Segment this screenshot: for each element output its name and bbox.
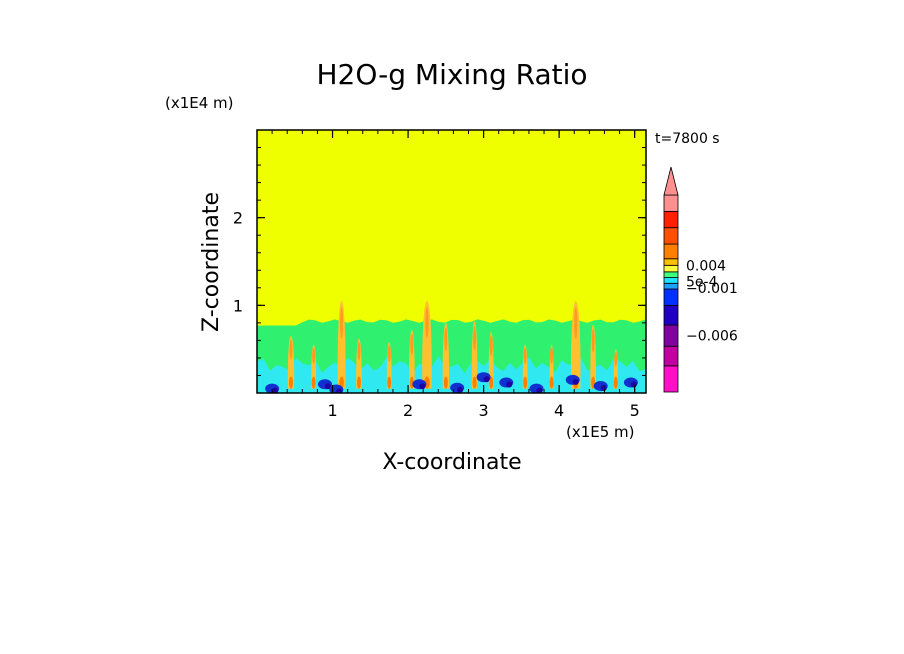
colorbar-label: −0.001 bbox=[686, 281, 738, 297]
plume-base-8 bbox=[472, 376, 477, 389]
dry-spot-core-6 bbox=[506, 381, 513, 388]
dry-spot-core-10 bbox=[630, 381, 637, 388]
x-tick-label: 5 bbox=[630, 401, 640, 420]
dry-spot-core-9 bbox=[600, 384, 607, 391]
colorbar-band-2 bbox=[663, 324, 679, 347]
colorbar-band-11 bbox=[663, 227, 679, 245]
plume-base-4 bbox=[387, 376, 392, 389]
plume-base-0 bbox=[288, 376, 293, 389]
dry-spot-core-7 bbox=[536, 387, 543, 393]
colorbar-label: −0.006 bbox=[686, 329, 738, 345]
plume-core-9 bbox=[489, 335, 493, 357]
dry-spot-core-8 bbox=[572, 378, 579, 385]
x-axis-label: X-coordinate bbox=[382, 450, 521, 475]
x-tick-label: 2 bbox=[403, 401, 413, 420]
plume-core-2 bbox=[340, 307, 344, 339]
plume-base-3 bbox=[356, 376, 361, 389]
plume-base-1 bbox=[311, 376, 316, 389]
x-axis: 1 2 3 4 5 bbox=[271, 130, 640, 420]
plume-base-10 bbox=[523, 376, 528, 389]
x-scale-label: (x1E5 m) bbox=[566, 423, 635, 441]
colorbar-extend-arrow bbox=[663, 166, 679, 196]
x-tick-label: 4 bbox=[554, 401, 564, 420]
colorbar-band-9 bbox=[663, 258, 679, 266]
plume-base-9 bbox=[489, 376, 494, 389]
colorbar-band-8 bbox=[663, 264, 679, 273]
colorbar-band-6 bbox=[663, 277, 679, 284]
plume-core-7 bbox=[444, 327, 448, 352]
plot-frame bbox=[256, 129, 647, 394]
x-tick-label: 1 bbox=[327, 401, 337, 420]
dry-spot-core-2 bbox=[336, 388, 343, 393]
plume-12 bbox=[570, 300, 581, 389]
y-axis: 12 bbox=[233, 147, 646, 376]
colorbar-band-12 bbox=[663, 210, 679, 229]
y-tick-label: 1 bbox=[233, 296, 243, 315]
colorbar-band-1 bbox=[663, 345, 679, 367]
colorbar-band-10 bbox=[663, 243, 679, 260]
plume-6 bbox=[422, 300, 432, 389]
y-scale-label: (x1E4 m) bbox=[165, 94, 234, 112]
colorbar-band-7 bbox=[663, 271, 679, 278]
plume-core-1 bbox=[312, 347, 316, 364]
x-tick-label: 3 bbox=[479, 401, 489, 420]
layer-group bbox=[257, 319, 646, 393]
plume-core-4 bbox=[387, 345, 391, 363]
cyan-lower-layer bbox=[257, 356, 646, 393]
plume-0 bbox=[287, 336, 295, 389]
colorbar-band-4 bbox=[663, 288, 679, 306]
plume-core-5 bbox=[410, 333, 414, 356]
y-axis-label: Z-coordinate bbox=[199, 192, 224, 332]
plume-core-13 bbox=[591, 329, 595, 353]
colorbar-band-13 bbox=[663, 194, 679, 212]
plume-core-12 bbox=[574, 307, 578, 339]
chart-title: H2O-g Mixing Ratio bbox=[316, 58, 587, 91]
plume-core-11 bbox=[550, 347, 554, 364]
plume-core-10 bbox=[523, 347, 527, 364]
dry-spot-group bbox=[265, 372, 638, 393]
colorbar-label: 5e-4 bbox=[686, 275, 718, 291]
y-tick-label: 2 bbox=[233, 209, 243, 228]
plume-core-0 bbox=[289, 339, 293, 359]
colorbar-label: 0.004 bbox=[686, 258, 726, 274]
dry-spot-core-3 bbox=[419, 383, 426, 390]
plume-7 bbox=[442, 322, 450, 389]
dry-spot-core-5 bbox=[483, 376, 490, 383]
time-label: t=7800 s bbox=[655, 131, 720, 147]
plume-core-6 bbox=[425, 307, 429, 339]
plume-base-14 bbox=[613, 376, 618, 389]
plume-group bbox=[287, 300, 618, 389]
plot-area bbox=[257, 130, 646, 393]
plume-core-14 bbox=[614, 351, 618, 367]
colorbar-band-0 bbox=[663, 365, 679, 393]
plume-core-3 bbox=[357, 342, 361, 361]
plume-base-7 bbox=[443, 376, 448, 389]
plume-base-11 bbox=[549, 376, 554, 389]
colorbar-band-3 bbox=[663, 304, 679, 326]
plume-2 bbox=[337, 300, 346, 389]
colorbar-band-5 bbox=[663, 282, 679, 290]
dry-spot-core-1 bbox=[324, 383, 331, 390]
plume-core-8 bbox=[473, 325, 477, 351]
dry-spot-core-0 bbox=[272, 387, 279, 393]
dry-spot-core-4 bbox=[457, 386, 464, 393]
